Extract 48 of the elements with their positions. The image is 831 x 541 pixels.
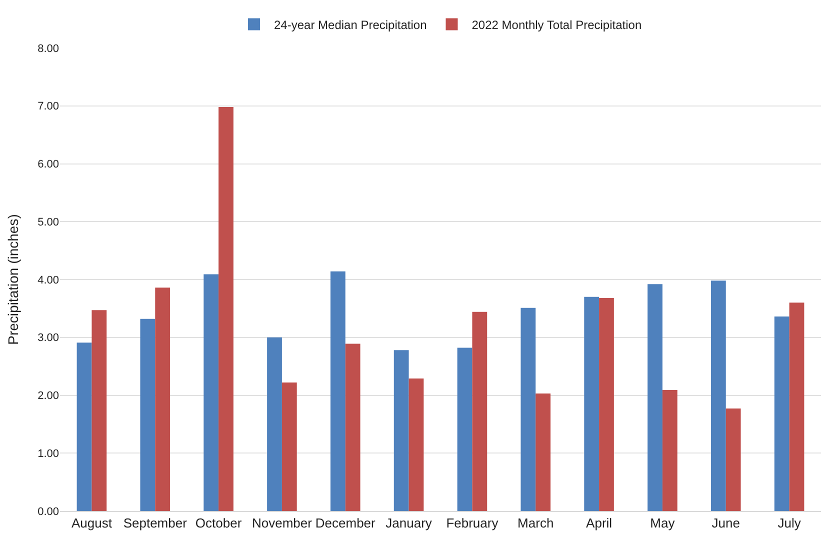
bar [282, 382, 297, 511]
x-tick-label: January [386, 516, 432, 531]
bar [267, 337, 282, 511]
x-tick-label: August [71, 516, 112, 531]
legend-label: 24-year Median Precipitation [274, 18, 427, 32]
x-tick-label: April [586, 516, 612, 531]
y-tick-label: 2.00 [38, 390, 59, 402]
x-tick-label: March [518, 516, 554, 531]
bar [345, 344, 360, 511]
bar [520, 308, 536, 511]
x-tick-label: September [123, 516, 188, 531]
bar [472, 312, 488, 511]
bar [76, 342, 92, 511]
bar [648, 284, 662, 511]
y-tick-label: 0.00 [38, 506, 59, 518]
y-tick-label: 4.00 [38, 274, 59, 286]
bar [726, 408, 741, 511]
bar [394, 350, 409, 511]
bar [330, 271, 346, 511]
bar [536, 394, 551, 511]
x-tick-label: November [252, 516, 313, 531]
x-tick-label: July [778, 516, 802, 531]
y-tick-label: 5.00 [38, 216, 59, 228]
bar [218, 107, 234, 511]
bar [599, 298, 614, 511]
bar [204, 274, 219, 511]
y-tick-label: 8.00 [38, 42, 59, 55]
bar [662, 390, 678, 511]
bar [774, 316, 790, 511]
y-tick-label: 7.00 [38, 100, 59, 113]
bar [408, 378, 424, 511]
x-tick-label: October [195, 516, 242, 531]
y-axis-title: Precipitation (inches) [5, 214, 22, 345]
bar [140, 318, 156, 511]
y-tick-label: 3.00 [38, 332, 59, 344]
x-tick-label: May [650, 516, 676, 531]
bar [457, 348, 472, 511]
bar [789, 302, 804, 511]
y-tick-label: 1.00 [38, 448, 59, 460]
legend-label: 2022 Monthly Total Precipitation [472, 18, 642, 32]
bar [710, 280, 726, 511]
bar [584, 296, 600, 511]
bar [92, 310, 107, 511]
x-tick-label: December [315, 516, 376, 531]
x-tick-label: June [712, 516, 740, 531]
y-tick-label: 6.00 [38, 158, 59, 171]
x-tick-label: February [446, 516, 499, 531]
bar [155, 288, 170, 511]
